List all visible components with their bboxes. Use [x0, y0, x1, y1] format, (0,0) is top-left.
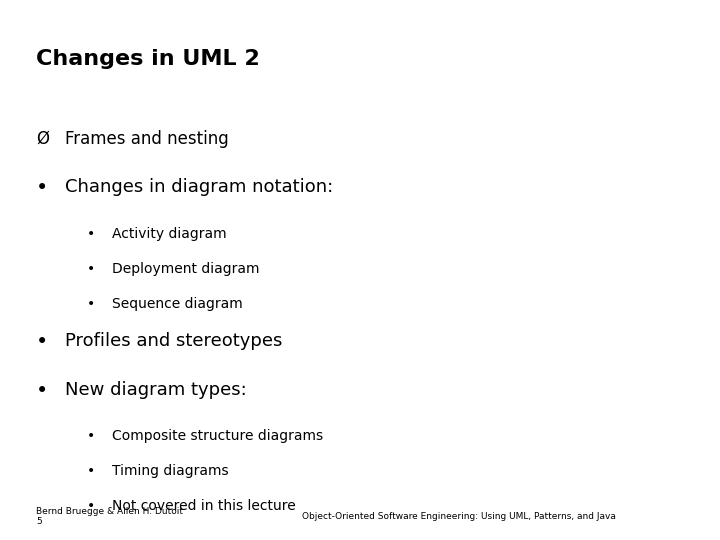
Text: •: • [86, 262, 94, 276]
Text: •: • [86, 429, 94, 443]
Text: Bernd Bruegge & Allen H. Dutoit
5: Bernd Bruegge & Allen H. Dutoit 5 [36, 507, 183, 526]
Text: Changes in UML 2: Changes in UML 2 [36, 49, 260, 69]
Text: Profiles and stereotypes: Profiles and stereotypes [65, 332, 282, 350]
Text: Ø: Ø [36, 130, 49, 147]
Text: Composite structure diagrams: Composite structure diagrams [112, 429, 323, 443]
Text: New diagram types:: New diagram types: [65, 381, 246, 399]
Text: •: • [36, 332, 48, 352]
Text: Sequence diagram: Sequence diagram [112, 297, 243, 311]
Text: •: • [86, 500, 94, 514]
Text: Not covered in this lecture: Not covered in this lecture [112, 500, 295, 514]
Text: Object-Oriented Software Engineering: Using UML, Patterns, and Java: Object-Oriented Software Engineering: Us… [302, 512, 616, 521]
Text: •: • [86, 464, 94, 478]
Text: •: • [36, 381, 48, 401]
Text: Frames and nesting: Frames and nesting [65, 130, 228, 147]
Text: •: • [86, 297, 94, 311]
Text: Timing diagrams: Timing diagrams [112, 464, 228, 478]
Text: Changes in diagram notation:: Changes in diagram notation: [65, 178, 333, 196]
Text: Deployment diagram: Deployment diagram [112, 262, 259, 276]
Text: •: • [86, 227, 94, 241]
Text: •: • [36, 178, 48, 198]
Text: Activity diagram: Activity diagram [112, 227, 226, 241]
